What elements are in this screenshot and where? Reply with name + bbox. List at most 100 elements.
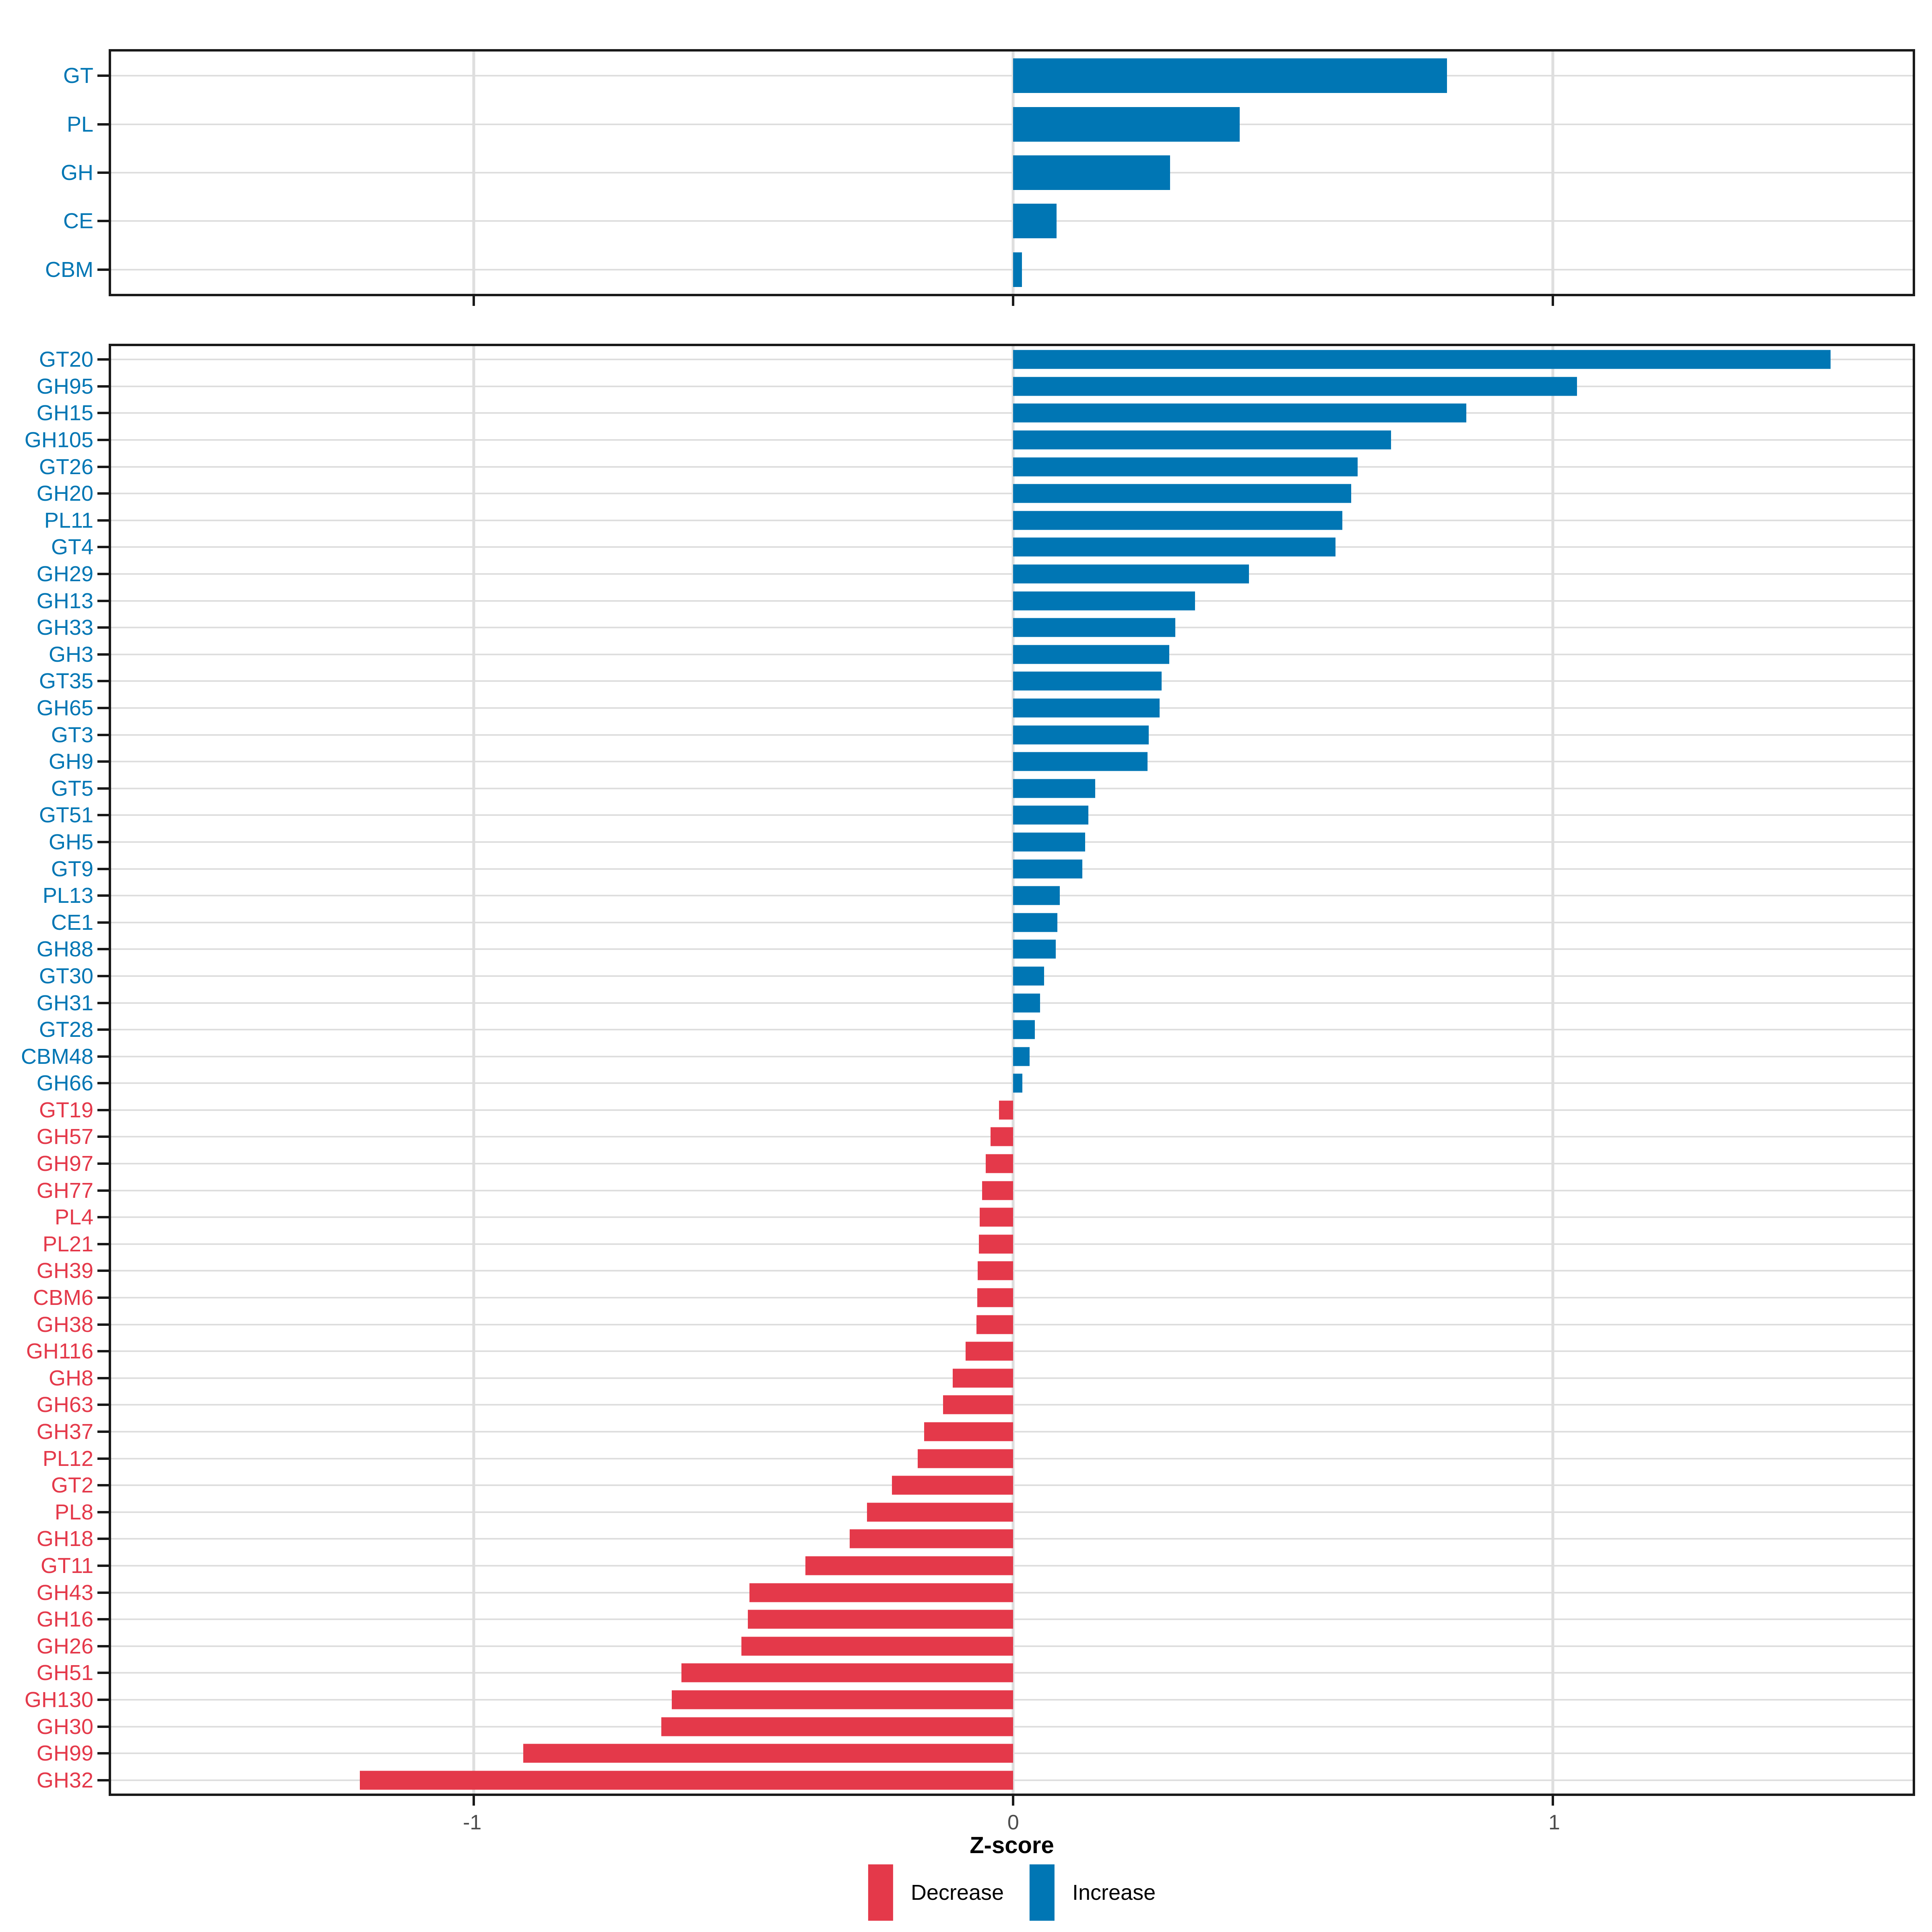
bar-pl21 xyxy=(978,1234,1013,1254)
gridline-horizontal xyxy=(111,895,1913,897)
category-label-gh16: GH16 xyxy=(36,1607,93,1632)
y-axis-tick xyxy=(97,1430,109,1433)
y-axis-tick xyxy=(97,573,109,576)
bar-gt35 xyxy=(1013,671,1162,691)
y-axis-tick xyxy=(97,519,109,522)
category-label-gt51: GT51 xyxy=(39,803,93,828)
y-axis-tick xyxy=(97,1269,109,1272)
y-axis-tick xyxy=(97,1001,109,1004)
bar-gh13 xyxy=(1013,591,1195,611)
bar-gh18 xyxy=(850,1529,1013,1548)
y-axis-tick xyxy=(97,358,109,361)
y-axis-tick xyxy=(97,1055,109,1058)
category-label-gh38: GH38 xyxy=(36,1312,93,1337)
gridline-horizontal xyxy=(111,868,1913,870)
bar-gt4 xyxy=(1013,537,1335,557)
category-label-gh77: GH77 xyxy=(36,1178,93,1203)
bar-gt11 xyxy=(805,1556,1013,1575)
gridline-horizontal xyxy=(111,600,1913,602)
category-label-gh29: GH29 xyxy=(36,562,93,586)
y-axis-tick xyxy=(97,1377,109,1379)
bar-gt19 xyxy=(999,1100,1013,1120)
gridline-horizontal xyxy=(111,573,1913,575)
bar-pl4 xyxy=(980,1208,1013,1227)
category-label-gh99: GH99 xyxy=(36,1741,93,1766)
category-label-gh97: GH97 xyxy=(36,1152,93,1176)
gridline-horizontal xyxy=(111,707,1913,709)
bar-gh51 xyxy=(681,1663,1013,1682)
bar-ce1 xyxy=(1013,913,1058,932)
y-axis-tick xyxy=(97,439,109,442)
gridline-horizontal xyxy=(111,172,1913,173)
y-axis-tick xyxy=(97,1564,109,1567)
y-axis-tick xyxy=(97,1082,109,1085)
category-label-gh66: GH66 xyxy=(36,1071,93,1096)
y-axis-tick xyxy=(97,707,109,709)
category-label-gh51: GH51 xyxy=(36,1661,93,1685)
bar-gh30 xyxy=(661,1717,1013,1736)
category-label-cbm: CBM xyxy=(45,257,93,282)
y-axis-tick xyxy=(97,492,109,495)
x-tick-label-1: 1 xyxy=(1548,1811,1560,1834)
bar-cbm6 xyxy=(977,1288,1013,1307)
y-axis-tick xyxy=(97,1672,109,1674)
y-axis-tick xyxy=(97,171,109,174)
gridline-horizontal xyxy=(111,359,1913,361)
bar-gh99 xyxy=(523,1744,1013,1763)
bar-gh26 xyxy=(741,1637,1013,1656)
category-label-gh18: GH18 xyxy=(36,1527,93,1551)
legend-key-decrease xyxy=(868,1864,893,1921)
y-axis-tick xyxy=(97,1484,109,1487)
gridline-horizontal xyxy=(111,1082,1913,1084)
y-axis-tick xyxy=(97,1216,109,1219)
category-label-gh63: GH63 xyxy=(36,1393,93,1417)
y-axis-tick xyxy=(97,814,109,817)
y-axis-tick xyxy=(97,840,109,843)
x-tick-label-0: 0 xyxy=(1007,1811,1019,1834)
gridline-horizontal xyxy=(111,921,1913,923)
gridline-horizontal xyxy=(111,412,1913,414)
gridline-horizontal xyxy=(111,75,1913,77)
bar-gt3 xyxy=(1013,725,1149,745)
category-label-gh9: GH9 xyxy=(48,749,93,774)
y-axis-tick xyxy=(97,733,109,736)
gridline-vertical xyxy=(472,346,475,1794)
category-label-gt26: GT26 xyxy=(39,454,93,479)
category-label-gt9: GT9 xyxy=(51,857,93,881)
category-label-gh33: GH33 xyxy=(36,615,93,640)
category-label-gh8: GH8 xyxy=(48,1366,93,1390)
bar-gh65 xyxy=(1013,698,1160,718)
bar-gh57 xyxy=(991,1127,1013,1146)
bar-gt51 xyxy=(1013,805,1088,825)
y-axis-tick xyxy=(97,1511,109,1513)
category-label-gh37: GH37 xyxy=(36,1420,93,1444)
category-label-gh: GH xyxy=(61,161,93,185)
category-label-gh32: GH32 xyxy=(36,1768,93,1792)
category-label-gh13: GH13 xyxy=(36,588,93,613)
y-axis-tick xyxy=(97,1538,109,1540)
category-label-gt11: GT11 xyxy=(40,1553,93,1578)
bar-gh33 xyxy=(1013,618,1175,637)
bar-pl11 xyxy=(1013,511,1343,530)
y-axis-tick xyxy=(97,546,109,549)
gridline-horizontal xyxy=(111,385,1913,387)
legend-item-decrease: Decrease xyxy=(868,1864,1004,1921)
y-axis-tick xyxy=(97,921,109,924)
category-label-gt5: GT5 xyxy=(51,776,93,801)
gridline-horizontal xyxy=(111,948,1913,950)
y-axis-tick xyxy=(97,867,109,870)
gridline-horizontal xyxy=(111,1002,1913,1004)
bar-gh77 xyxy=(982,1181,1013,1200)
y-axis-tick xyxy=(97,123,109,126)
y-axis-tick xyxy=(97,1645,109,1647)
bar-gh88 xyxy=(1013,939,1056,959)
bar-gh116 xyxy=(966,1342,1013,1361)
x-axis-tick xyxy=(1012,294,1015,306)
bar-pl8 xyxy=(867,1503,1013,1522)
gridline-horizontal xyxy=(111,1055,1913,1057)
bar-gt20 xyxy=(1013,350,1831,369)
category-label-cbm6: CBM6 xyxy=(33,1286,93,1310)
category-label-gh95: GH95 xyxy=(36,374,93,398)
category-label-pl13: PL13 xyxy=(42,883,93,908)
category-label-gh105: GH105 xyxy=(24,428,93,452)
